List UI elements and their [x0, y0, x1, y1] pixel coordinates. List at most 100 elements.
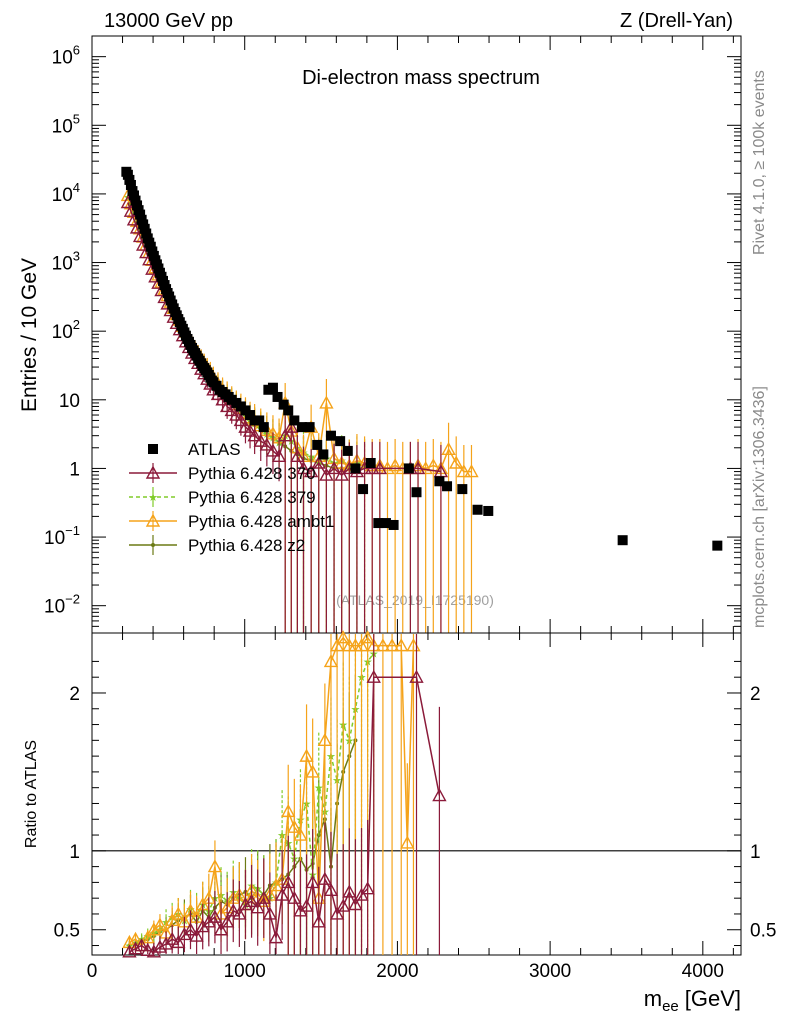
data-point [617, 535, 628, 546]
ratio-point [336, 630, 351, 644]
ratio-point [394, 638, 409, 652]
legend-entry: Pythia 6.428 z2 [129, 535, 305, 555]
ratio-point [323, 882, 339, 896]
ratio-y-tick-label: 2 [69, 684, 80, 705]
ratio-point [329, 906, 345, 920]
data-point [434, 476, 445, 487]
ratio-point [311, 914, 326, 928]
mc-point [247, 428, 262, 442]
main-y-tick-label: 104 [52, 180, 80, 206]
data-point [457, 484, 468, 495]
data-point [278, 399, 289, 410]
main-series-layer: ★★★★★★★★★★★★★★★★★★★★★★★★★★★★★★★★★★★★★★★★… [120, 166, 723, 633]
data-point [135, 209, 146, 220]
main-y-tick-exp: −2 [65, 592, 80, 607]
ratio-point [317, 871, 333, 885]
ratio-point [287, 819, 302, 833]
data-point [289, 415, 300, 426]
legend-marker [145, 513, 161, 527]
ratio-point [244, 893, 259, 908]
data-point [325, 430, 336, 441]
mc-point [326, 460, 342, 475]
ratio-point [219, 914, 235, 928]
data-point [380, 518, 391, 529]
ratio-point [201, 914, 216, 928]
x-axis-label-unit: [GeV] [685, 986, 741, 1011]
data-point [122, 169, 133, 180]
data-point [245, 410, 256, 421]
main-y-tick-base: 10 [52, 254, 73, 275]
ratio-point: ★ [314, 783, 324, 795]
ratio-point [360, 881, 375, 895]
data-point [358, 484, 369, 495]
ratio-point [171, 934, 186, 949]
ratio-point [305, 874, 320, 889]
data-point [258, 422, 269, 433]
data-point [350, 463, 361, 474]
rivet-label: Rivet 4.1.0, ≥ 100k events [751, 70, 768, 255]
ratio-point [268, 930, 284, 944]
ratio-point [299, 748, 314, 762]
ratio-point [305, 764, 320, 778]
ratio-point [384, 638, 400, 652]
ratio-point [262, 906, 278, 920]
mc-point [253, 433, 268, 447]
ratio-x-tick-label: 4000 [682, 961, 724, 982]
ratio-point [146, 922, 162, 936]
legend: ATLAS Pythia 6.428 370 ★ Pythia 6.428 379 Py… [129, 440, 334, 555]
ratio-point [207, 909, 223, 923]
mc-point [410, 460, 426, 475]
ratio-point [323, 653, 339, 668]
main-y-tick-exp: 6 [73, 43, 80, 58]
main-y-tick-label: 10−2 [44, 592, 80, 618]
main-y-tick-base: 10 [52, 322, 73, 343]
legend-marker [151, 543, 155, 547]
mc-point [296, 460, 311, 475]
mc-point [303, 464, 319, 478]
mc-point [387, 458, 403, 472]
main-y-tick-exp: 4 [73, 180, 80, 195]
ratio-point [189, 928, 204, 942]
ratio-point [213, 922, 229, 936]
ratio-point [348, 897, 363, 911]
mc-point [290, 448, 305, 463]
ratio-point [183, 922, 198, 936]
legend-marker [145, 465, 161, 479]
mc-point [441, 441, 456, 456]
source-label: mcplots.cern.ch [arXiv:1306.3436] [751, 386, 768, 628]
ratio-point [152, 939, 168, 953]
main-y-tick-exp: 5 [73, 111, 80, 126]
legend-marker: ★ [148, 492, 158, 504]
ratio-point [375, 638, 391, 652]
ratio-point [287, 890, 302, 904]
ratio-point [281, 803, 296, 818]
ratio-point [122, 944, 137, 958]
legend-label: Pythia 6.428 370 [188, 464, 316, 483]
ratio-point [360, 630, 375, 644]
mc-point [319, 467, 334, 481]
data-point [312, 439, 323, 450]
ratio-point [250, 900, 265, 914]
mc-point [271, 448, 287, 463]
legend-label: ATLAS [188, 440, 241, 459]
ratio-y-axis: 0.5 0.5 1 1 2 2 [54, 660, 776, 947]
ratio-point [299, 898, 314, 912]
ratio-point [171, 906, 186, 920]
ratio-y-tick-label: 1 [69, 842, 80, 863]
ratio-x-axis: 0 1000 2000 3000 4000 [87, 633, 734, 982]
data-point [318, 449, 329, 460]
ratio-point [342, 884, 357, 898]
header-energy: 13000 GeV pp [104, 10, 233, 32]
data-point [342, 445, 353, 456]
ratio-point [274, 887, 290, 901]
ratio-point [195, 919, 210, 933]
ratio-point [152, 917, 168, 931]
data-point [128, 190, 139, 201]
legend-entry: ★ Pythia 6.428 379 [129, 487, 316, 507]
data-point [272, 391, 283, 402]
ratio-point [140, 942, 155, 956]
data-point [254, 415, 265, 426]
ratio-point [293, 903, 308, 917]
